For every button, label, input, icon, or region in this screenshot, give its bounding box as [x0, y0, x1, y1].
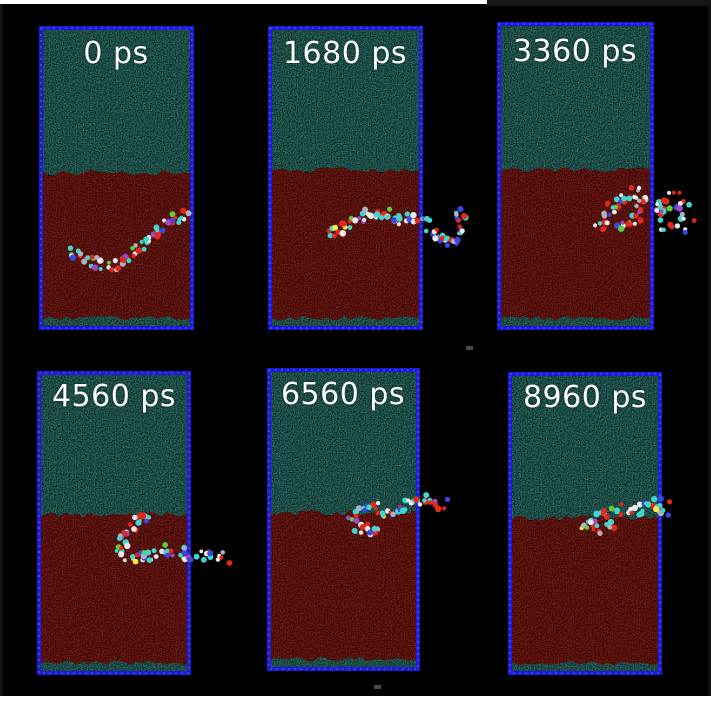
left-edge-shade	[0, 4, 3, 696]
timestamp-label-2: 3360 ps	[512, 34, 638, 69]
molecule-chain-3	[114, 511, 233, 566]
speck-artifact	[466, 346, 473, 350]
molecule-chain-1	[326, 206, 469, 248]
molecule-chain-5	[579, 495, 673, 536]
simulation-panel-2	[497, 22, 697, 330]
timestamp-label-1: 1680 ps	[282, 36, 408, 71]
timestamp-label-4: 6560 ps	[280, 377, 406, 412]
simulation-panel-5	[508, 372, 673, 675]
top-margin-strip	[0, 0, 487, 4]
timestamp-label-5: 8960 ps	[522, 380, 648, 415]
molecule-chain-0	[67, 207, 192, 273]
molecule-chain-2	[593, 185, 697, 235]
timestamp-label-3: 4560 ps	[51, 379, 177, 414]
simulation-panel-3	[37, 371, 233, 675]
simulation-panel-0	[39, 26, 194, 330]
speck-artifact	[374, 685, 381, 689]
timestamp-label-0: 0 ps	[83, 36, 149, 71]
simulation-panel-4	[267, 368, 451, 671]
molecule-chain-4	[346, 492, 451, 538]
simulation-panel-1	[268, 26, 469, 330]
top-right-dark-strip	[487, 0, 711, 6]
bottom-margin-strip	[0, 696, 711, 702]
right-edge-shade	[708, 4, 711, 696]
